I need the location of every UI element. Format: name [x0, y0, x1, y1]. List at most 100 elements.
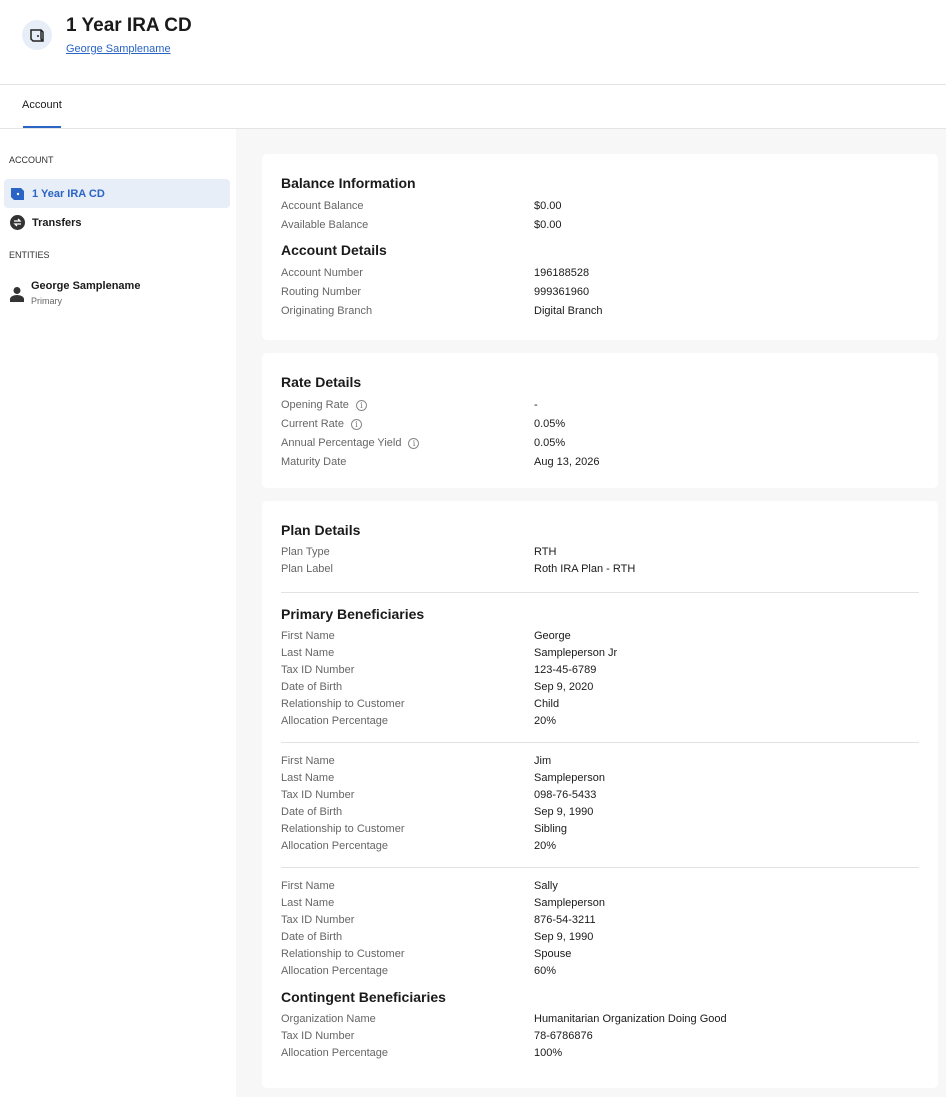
- tab-account[interactable]: Account: [22, 99, 62, 111]
- detail-value: Child: [534, 698, 560, 710]
- cd-account-icon: [10, 186, 25, 201]
- detail-label: Originating Branch: [281, 305, 373, 317]
- detail-row: First Name George: [281, 628, 919, 645]
- detail-label-cell: First Name: [281, 753, 534, 770]
- detail-row: Account Balance $0.00: [281, 197, 919, 216]
- detail-label-cell: Last Name: [281, 770, 534, 787]
- detail-value: RTH: [534, 546, 557, 558]
- detail-value: Jim: [534, 755, 552, 767]
- detail-row: Current Rate i 0.05%: [281, 415, 919, 434]
- detail-label-cell: Date of Birth: [281, 804, 534, 821]
- detail-row: Date of Birth Sep 9, 1990: [281, 929, 919, 946]
- detail-label: Opening Rate: [281, 399, 349, 411]
- detail-label-cell: Tax ID Number: [281, 787, 534, 804]
- detail-label: Date of Birth: [281, 681, 343, 693]
- detail-label-cell: Date of Birth: [281, 679, 534, 696]
- detail-label-cell: Relationship to Customer: [281, 821, 534, 838]
- section-title: Plan Details: [281, 522, 361, 538]
- info-icon[interactable]: i: [355, 400, 367, 411]
- sidebar-section-entities: ENTITIES: [9, 250, 50, 260]
- detail-label: Routing Number: [281, 286, 362, 298]
- detail-row: Organization Name Humanitarian Organizati…: [281, 1011, 919, 1028]
- detail-row: Relationship to Customer Child: [281, 696, 919, 713]
- detail-label-cell: Originating Branch: [281, 302, 534, 321]
- info-icon[interactable]: i: [408, 438, 420, 449]
- detail-value: 999361960: [534, 286, 590, 298]
- balance-rows: Account Balance $0.00 Available Balance $0.…: [281, 197, 919, 235]
- detail-label: Relationship to Customer: [281, 823, 405, 835]
- detail-label-cell: First Name: [281, 628, 534, 645]
- detail-value: 196188528: [534, 267, 590, 279]
- beneficiary-entry: First Name George Last Name Sampleperson Jr…: [281, 628, 919, 730]
- entity-role: Primary: [31, 296, 62, 306]
- detail-row: Account Number 196188528: [281, 264, 919, 283]
- detail-value: Roth IRA Plan - RTH: [534, 563, 636, 575]
- detail-label-cell: Relationship to Customer: [281, 696, 534, 713]
- detail-row: Tax ID Number 876-54-3211: [281, 912, 919, 929]
- detail-label-cell: Plan Label: [281, 561, 534, 578]
- detail-value: 098-76-5433: [534, 789, 597, 801]
- detail-value: Sep 9, 1990: [534, 931, 594, 943]
- section-title: Contingent Beneficiaries: [281, 989, 446, 1005]
- detail-row: Annual Percentage Yield i 0.05%: [281, 434, 919, 453]
- detail-label-cell: Tax ID Number: [281, 912, 534, 929]
- detail-row: Tax ID Number 098-76-5433: [281, 787, 919, 804]
- detail-value: 123-45-6789: [534, 664, 597, 676]
- detail-label-cell: Tax ID Number: [281, 662, 534, 679]
- detail-label-cell: Allocation Percentage: [281, 1045, 534, 1062]
- detail-row: Tax ID Number 78-6786876: [281, 1028, 919, 1045]
- detail-value: Sampleperson: [534, 897, 605, 909]
- detail-value: Sep 9, 2020: [534, 681, 594, 693]
- detail-label-cell: Allocation Percentage: [281, 963, 534, 980]
- detail-value: $0.00: [534, 200, 562, 212]
- detail-label: Allocation Percentage: [281, 1047, 389, 1059]
- detail-value: 20%: [534, 840, 557, 852]
- plan-card: Plan Details Plan Type RTH Plan Label Roth …: [262, 501, 938, 1088]
- detail-label: Tax ID Number: [281, 914, 355, 926]
- detail-value: -: [534, 399, 538, 411]
- entity-name: George Samplename: [31, 280, 141, 292]
- detail-row: Plan Label Roth IRA Plan - RTH: [281, 561, 919, 578]
- section-title: Primary Beneficiaries: [281, 606, 425, 622]
- rate-rows: Opening Rate i - Current Rate i 0.05% Annual P…: [281, 396, 919, 472]
- detail-row: Relationship to Customer Spouse: [281, 946, 919, 963]
- detail-label: Last Name: [281, 897, 335, 909]
- section-title: Account Details: [281, 242, 387, 258]
- detail-value: 876-54-3211: [534, 914, 596, 926]
- detail-value: Sampleperson Jr: [534, 647, 618, 659]
- detail-label: Tax ID Number: [281, 789, 355, 801]
- detail-value: Aug 13, 2026: [534, 456, 600, 468]
- cd-account-icon: [22, 20, 52, 50]
- detail-label-cell: Annual Percentage Yield i: [281, 434, 534, 453]
- sidebar-item-label: Transfers: [32, 216, 82, 229]
- page-header: 1 Year IRA CD George Samplename: [0, 0, 946, 85]
- detail-label-cell: Current Rate i: [281, 415, 534, 434]
- detail-row: Last Name Sampleperson: [281, 895, 919, 912]
- beneficiary-entry: First Name Sally Last Name Sampleperson Tax …: [281, 878, 919, 980]
- sidebar-item-transfers[interactable]: Transfers: [4, 208, 230, 237]
- detail-label-cell: Maturity Date: [281, 453, 534, 472]
- primary-beneficiaries-list: First Name George Last Name Sampleperson Jr…: [281, 628, 919, 980]
- detail-label-cell: Allocation Percentage: [281, 838, 534, 855]
- sidebar-section-account: ACCOUNT: [9, 155, 54, 165]
- detail-label: Allocation Percentage: [281, 840, 389, 852]
- page-title: 1 Year IRA CD: [66, 15, 192, 36]
- sidebar: ACCOUNT 1 Year IRA CD Transfers ENTITIES…: [0, 129, 236, 1097]
- info-icon[interactable]: i: [350, 419, 362, 430]
- detail-label-cell: Organization Name: [281, 1011, 534, 1028]
- beneficiary-entry: First Name Jim Last Name Sampleperson Tax ID…: [281, 753, 919, 855]
- detail-row: Allocation Percentage 60%: [281, 963, 919, 980]
- active-tab-indicator: [23, 126, 61, 128]
- sidebar-item-1-year-ira-cd[interactable]: 1 Year IRA CD: [4, 179, 230, 208]
- detail-row: Last Name Sampleperson: [281, 770, 919, 787]
- owner-link[interactable]: George Samplename: [66, 43, 171, 55]
- detail-row: Originating Branch Digital Branch: [281, 302, 919, 321]
- detail-row: Allocation Percentage 20%: [281, 713, 919, 730]
- detail-label: Maturity Date: [281, 456, 347, 468]
- detail-label: Account Number: [281, 267, 363, 279]
- detail-label: Tax ID Number: [281, 1030, 355, 1042]
- detail-value: Sampleperson: [534, 772, 605, 784]
- detail-label: First Name: [281, 755, 335, 767]
- detail-row: Opening Rate i -: [281, 396, 919, 415]
- detail-row: Date of Birth Sep 9, 2020: [281, 679, 919, 696]
